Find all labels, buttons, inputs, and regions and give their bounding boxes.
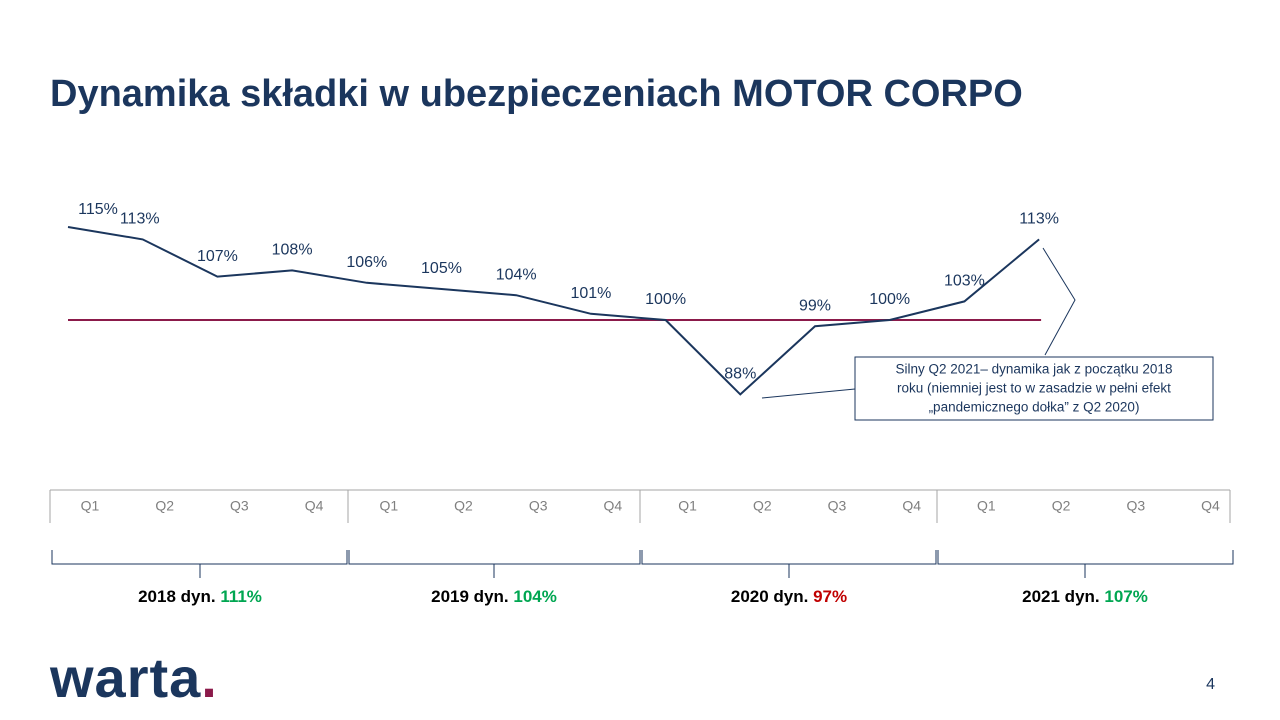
title: Dynamika składki w ubezpieczeniach MOTOR… bbox=[50, 73, 1023, 115]
year-value: 97% bbox=[813, 587, 847, 606]
year-summary: 2020 dyn. 97% bbox=[731, 587, 847, 606]
year-label: 2018 dyn. bbox=[138, 587, 216, 606]
year-value: 104% bbox=[513, 587, 556, 606]
annotation-leaders bbox=[761, 247, 1076, 399]
x-tick-label: Q1 bbox=[977, 498, 996, 514]
quarter-frame bbox=[49, 489, 1231, 523]
x-tick-label: Q4 bbox=[902, 498, 921, 514]
annotation-line: Silny Q2 2021– dynamika jak z początku 2… bbox=[896, 362, 1173, 377]
page-number: 4 bbox=[1206, 676, 1215, 693]
year-summary: 2019 dyn. 104% bbox=[431, 587, 557, 606]
line bbox=[67, 226, 1040, 396]
data-label: 103% bbox=[944, 273, 985, 290]
year-brackets bbox=[51, 550, 1234, 578]
x-tick-label: Q2 bbox=[454, 498, 473, 514]
logo-dot: . bbox=[201, 646, 218, 709]
data-label: 104% bbox=[496, 266, 537, 283]
data-label: 113% bbox=[120, 211, 160, 228]
year-summary: 2021 dyn. 107% bbox=[1022, 587, 1148, 606]
x-tick-label: Q2 bbox=[155, 498, 174, 514]
x-tick-label: Q1 bbox=[81, 498, 100, 514]
data-label: 100% bbox=[645, 291, 686, 308]
x-tick-label: Q4 bbox=[604, 498, 623, 514]
x-tick-label: Q3 bbox=[1126, 498, 1145, 514]
year-label: 2021 dyn. bbox=[1022, 587, 1100, 606]
year-label: 2019 dyn. bbox=[431, 587, 509, 606]
x-tick-label: Q4 bbox=[305, 498, 324, 514]
x-tick-label: Q2 bbox=[753, 498, 772, 514]
year-label: 2020 dyn. bbox=[731, 587, 809, 606]
year-value: 111% bbox=[220, 587, 262, 606]
x-tick-label: Q4 bbox=[1201, 498, 1220, 514]
annotation-line: roku (niemniej jest to w zasadzie w pełn… bbox=[897, 381, 1171, 396]
logo: warta. bbox=[49, 646, 218, 709]
data-label: 101% bbox=[570, 285, 611, 302]
data-label: 100% bbox=[869, 291, 910, 308]
data-label: 107% bbox=[197, 248, 238, 265]
data-label: 115% bbox=[78, 201, 118, 218]
annotation-box bbox=[854, 356, 1214, 421]
x-tick-label: Q1 bbox=[678, 498, 697, 514]
x-tick-label: Q3 bbox=[529, 498, 548, 514]
data-label: 88% bbox=[724, 366, 756, 383]
data-label: 108% bbox=[272, 242, 313, 259]
x-tick-label: Q2 bbox=[1052, 498, 1071, 514]
logo-text: warta bbox=[49, 646, 201, 709]
data-label: 106% bbox=[346, 254, 387, 271]
x-tick-label: Q1 bbox=[379, 498, 398, 514]
year-summary: 2018 dyn. 111% bbox=[138, 587, 262, 606]
x-tick-label: Q3 bbox=[230, 498, 249, 514]
data-label: 113% bbox=[1019, 211, 1059, 228]
data-label: 105% bbox=[421, 260, 462, 277]
x-tick-label: Q3 bbox=[828, 498, 847, 514]
year-value: 107% bbox=[1104, 587, 1147, 606]
data-label: 99% bbox=[799, 297, 831, 314]
annotation-line: „pandemicznego dołka” z Q2 2020) bbox=[929, 400, 1140, 415]
